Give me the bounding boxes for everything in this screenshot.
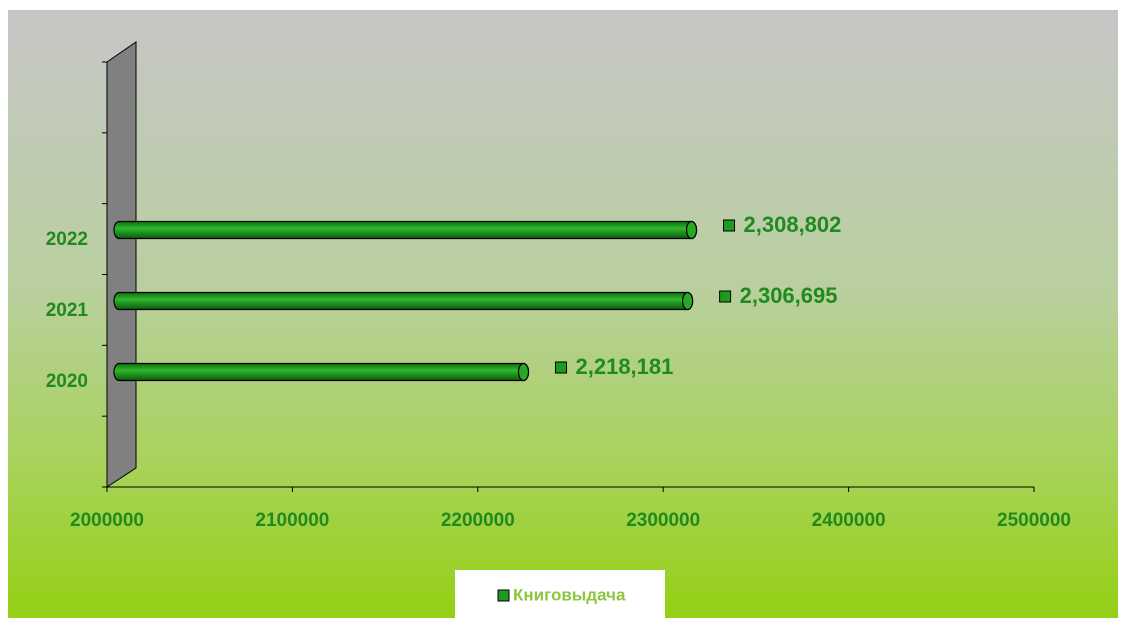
- value-label-marker: [723, 219, 736, 232]
- x-tick-label: 2000000: [70, 510, 144, 531]
- legend: [455, 570, 665, 618]
- bar: [113, 291, 694, 311]
- bar: [113, 220, 698, 240]
- value-label: 2,306,695: [740, 283, 838, 308]
- bar: [113, 362, 530, 382]
- y-tick-label: 2021: [46, 300, 89, 321]
- bar-cap: [685, 220, 698, 240]
- value-label: 2,308,802: [744, 212, 842, 237]
- x-tick-label: 2300000: [626, 510, 700, 531]
- legend-label: Книговыдача: [513, 585, 626, 604]
- bar-cap: [682, 291, 694, 311]
- x-tick-label: 2200000: [441, 510, 515, 531]
- y-tick-label: 2022: [46, 229, 88, 250]
- value-label-marker: [555, 361, 568, 374]
- x-tick-label: 2500000: [997, 510, 1071, 531]
- value-label: 2,218,181: [576, 354, 674, 379]
- axis-wall: [106, 41, 137, 488]
- y-tick-label: 2020: [46, 371, 88, 392]
- background: [8, 10, 1118, 618]
- value-label-marker: [719, 290, 732, 303]
- bar-cap: [517, 362, 530, 382]
- legend-marker: [497, 589, 510, 602]
- x-tick-label: 2400000: [812, 510, 886, 531]
- x-tick-label: 2100000: [255, 510, 329, 531]
